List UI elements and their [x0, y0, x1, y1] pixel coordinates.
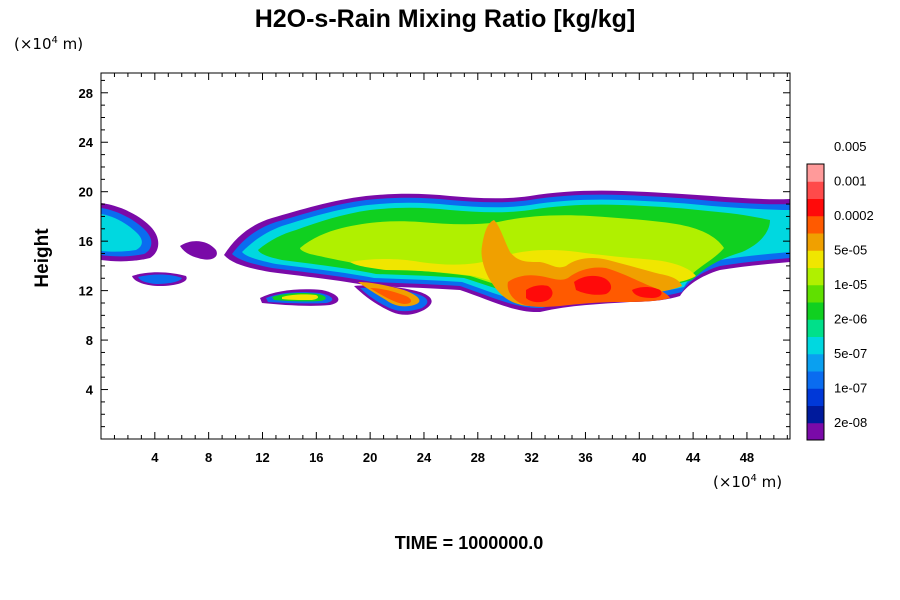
- colorbar-swatch: [807, 336, 824, 355]
- y-tick-label: 24: [79, 135, 94, 150]
- colorbar-swatch: [807, 302, 824, 320]
- cloud-max-center-41: [632, 287, 662, 298]
- cloud-max-center-32: [526, 285, 553, 303]
- cloud-lower-mid-red: [370, 288, 412, 304]
- cloud-left-fragment-3: [101, 214, 142, 252]
- x-tick-label: 36: [578, 450, 592, 465]
- cloud-mid-fragment-2: [138, 274, 182, 284]
- chart-title: H2O-s-Rain Mixing Ratio [kg/kg]: [255, 5, 636, 33]
- colorbar-swatch: [807, 319, 824, 337]
- x-tick-label: 4: [151, 450, 159, 465]
- cloud-small-fragment: [180, 241, 217, 260]
- colorbar-label: 5e-07: [834, 346, 867, 361]
- colorbar-label: 2e-06: [834, 311, 867, 326]
- x-tick-label: 20: [363, 450, 377, 465]
- colorbar-swatch: [807, 250, 824, 268]
- colorbar-swatch: [807, 164, 824, 182]
- x-tick-label: 40: [632, 450, 646, 465]
- colorbar-swatch: [807, 388, 824, 406]
- colorbar: 2e-08 1e-07 5e-07 2e-06 1e-05 5e-05 0.0002 0.00…: [806, 139, 874, 441]
- y-tick-label: 8: [86, 333, 93, 348]
- x-tick-label: 16: [309, 450, 323, 465]
- colorbar-swatch: [807, 284, 824, 303]
- x-tick-label: 48: [740, 450, 754, 465]
- x-unit-label: (×104 m): [713, 473, 782, 491]
- y-tick-label: 16: [79, 234, 93, 249]
- y-tick-label: 12: [79, 284, 93, 299]
- colorbar-swatch: [807, 181, 824, 199]
- cloud-lower-left-yellow: [282, 294, 319, 300]
- time-label: TIME = 1000000.0: [395, 533, 544, 553]
- x-tick-label: 8: [205, 450, 212, 465]
- colorbar-label: 0.001: [834, 173, 867, 188]
- plot-frame: [100, 72, 791, 440]
- x-tick-label: 44: [686, 450, 701, 465]
- colorbar-label: 5e-05: [834, 242, 867, 257]
- colorbar-frame: [806, 163, 825, 441]
- colorbar-label: 1e-05: [834, 277, 867, 292]
- y-tick-label: 4: [86, 383, 94, 398]
- colorbar-swatch: [807, 371, 824, 389]
- colorbar-label: 0.005: [834, 139, 867, 154]
- cloud-max-center-36: [574, 275, 612, 295]
- colorbar-swatch: [807, 233, 824, 251]
- y-tick-label: 20: [79, 185, 93, 200]
- colorbar-swatch: [807, 215, 824, 234]
- colorbar-label: 1e-07: [834, 380, 867, 395]
- x-tick-label: 12: [255, 450, 269, 465]
- y-unit-label: (×104 m): [14, 35, 83, 53]
- y-tick-label: 28: [79, 86, 93, 101]
- colorbar-swatch: [807, 198, 824, 217]
- colorbar-label: 2e-08: [834, 415, 867, 430]
- cloud-field: [101, 190, 790, 315]
- x-tick-label: 24: [417, 450, 432, 465]
- colorbar-swatch: [807, 267, 824, 286]
- colorbar-swatch: [807, 422, 824, 441]
- x-tick-label: 32: [524, 450, 538, 465]
- x-tick-label: 28: [471, 450, 485, 465]
- colorbar-swatch: [807, 353, 824, 372]
- colorbar-label: 0.0002: [834, 208, 874, 223]
- y-axis-label: Height: [32, 228, 53, 288]
- colorbar-swatch: [807, 405, 824, 424]
